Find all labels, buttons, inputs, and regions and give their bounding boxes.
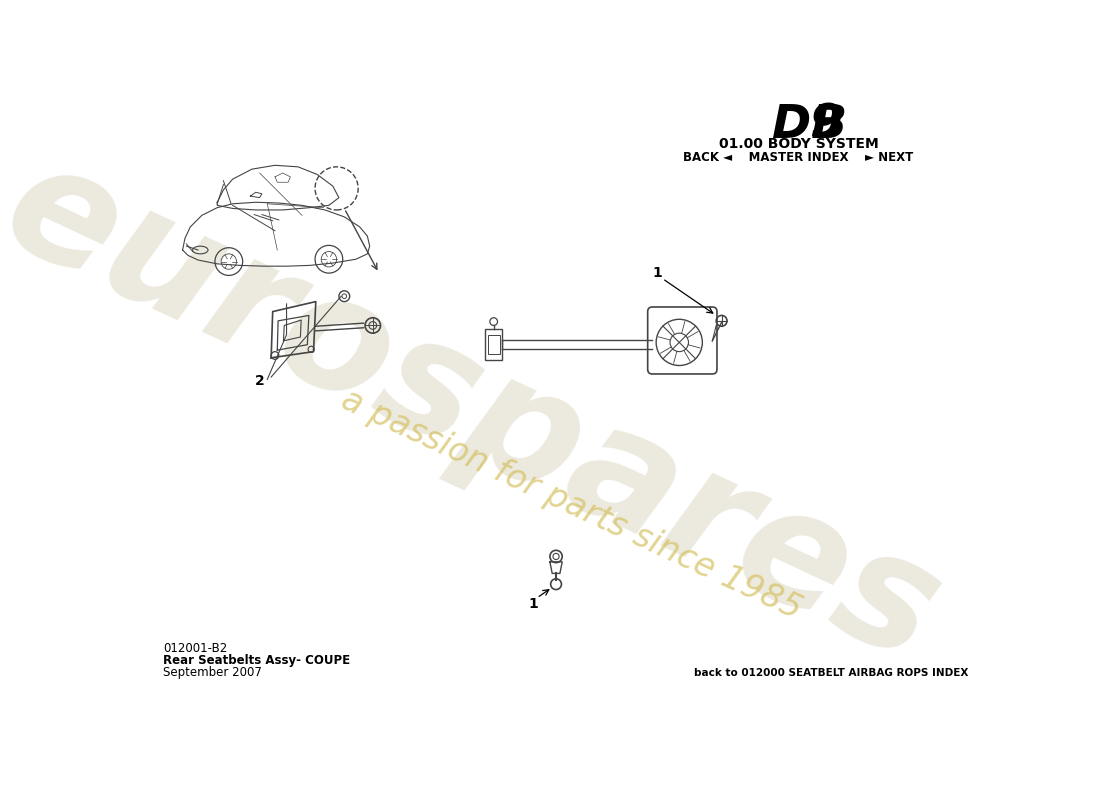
Text: September 2007: September 2007	[163, 666, 262, 679]
Text: 1: 1	[652, 266, 662, 280]
Bar	[487, 335, 499, 354]
Text: 01.00 BODY SYSTEM: 01.00 BODY SYSTEM	[718, 137, 879, 150]
Text: 1: 1	[528, 597, 538, 611]
Text: BACK ◄    MASTER INDEX    ► NEXT: BACK ◄ MASTER INDEX ► NEXT	[683, 151, 914, 164]
Text: 012001-B2: 012001-B2	[163, 642, 228, 654]
Text: 9: 9	[808, 102, 842, 148]
Text: eurospares: eurospares	[0, 128, 961, 695]
Bar	[485, 330, 502, 360]
Text: a passion for parts since 1985: a passion for parts since 1985	[336, 382, 807, 626]
Text: 2: 2	[255, 374, 264, 388]
Text: back to 012000 SEATBELT AIRBAG ROPS INDEX: back to 012000 SEATBELT AIRBAG ROPS INDE…	[694, 668, 968, 678]
Text: DB: DB	[772, 102, 847, 148]
Text: Rear Seatbelts Assy- COUPE: Rear Seatbelts Assy- COUPE	[163, 654, 351, 667]
